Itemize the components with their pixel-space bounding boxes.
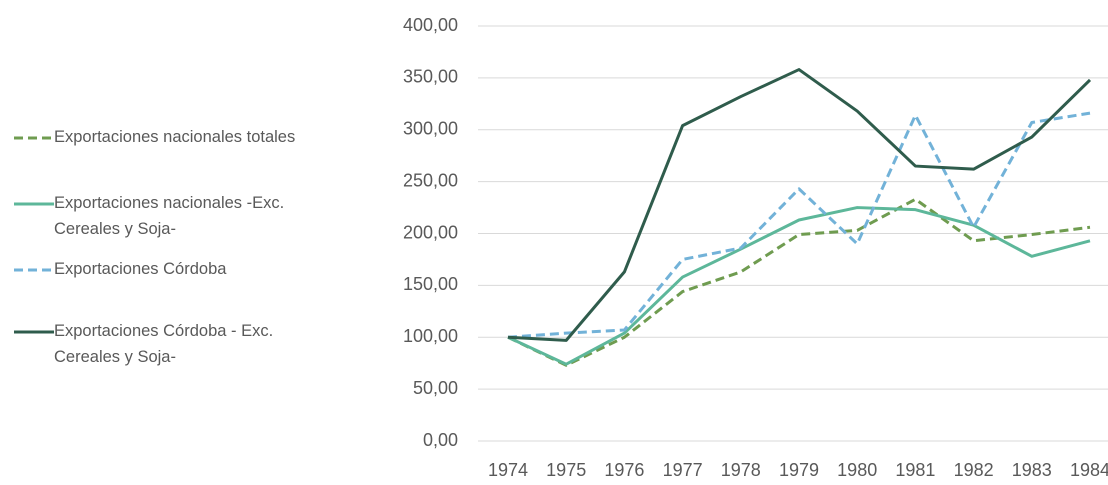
x-tick-label: 1974 <box>488 460 528 480</box>
series-line <box>507 111 1091 339</box>
x-tick-label: 1976 <box>604 460 644 480</box>
legend-swatch <box>14 268 54 272</box>
legend-label: Exportaciones nacionales totales <box>54 128 296 146</box>
x-tick-label: 1981 <box>895 460 935 480</box>
x-tick-label: 1980 <box>837 460 877 480</box>
x-tick-label: 1984 <box>1070 460 1108 480</box>
series-line <box>507 197 1091 367</box>
y-tick-label: 50,00 <box>413 378 458 398</box>
legend-item: Exportaciones nacionales -Exc. Cereales … <box>14 190 299 242</box>
x-tick-label: 1978 <box>721 460 761 480</box>
series-line <box>507 206 1091 366</box>
y-tick-label: 100,00 <box>403 326 458 346</box>
legend-swatch <box>14 136 54 140</box>
y-tick-label: 350,00 <box>403 67 458 87</box>
y-tick-label: 400,00 <box>403 15 458 35</box>
series-line <box>507 68 1092 342</box>
legend-swatch <box>14 202 54 206</box>
legend-label: Exportaciones Córdoba <box>54 260 227 278</box>
x-tick-label: 1979 <box>779 460 819 480</box>
legend-label: Exportaciones Córdoba - Exc. Cereales y … <box>54 322 274 366</box>
legend-item: Exportaciones nacionales totales <box>14 124 299 150</box>
x-tick-label: 1983 <box>1012 460 1052 480</box>
y-tick-label: 250,00 <box>403 170 458 190</box>
legend-item: Exportaciones Córdoba - Exc. Cereales y … <box>14 318 299 370</box>
legend-label: Exportaciones nacionales -Exc. Cereales … <box>54 194 285 238</box>
legend-item: Exportaciones Córdoba <box>14 256 299 282</box>
x-tick-label: 1975 <box>546 460 586 480</box>
y-tick-label: 200,00 <box>403 222 458 242</box>
y-tick-label: 300,00 <box>403 119 458 139</box>
x-tick-label: 1977 <box>663 460 703 480</box>
legend-swatch <box>14 330 54 334</box>
y-tick-label: 0,00 <box>423 430 458 450</box>
y-tick-label: 150,00 <box>403 274 458 294</box>
x-tick-label: 1982 <box>954 460 994 480</box>
